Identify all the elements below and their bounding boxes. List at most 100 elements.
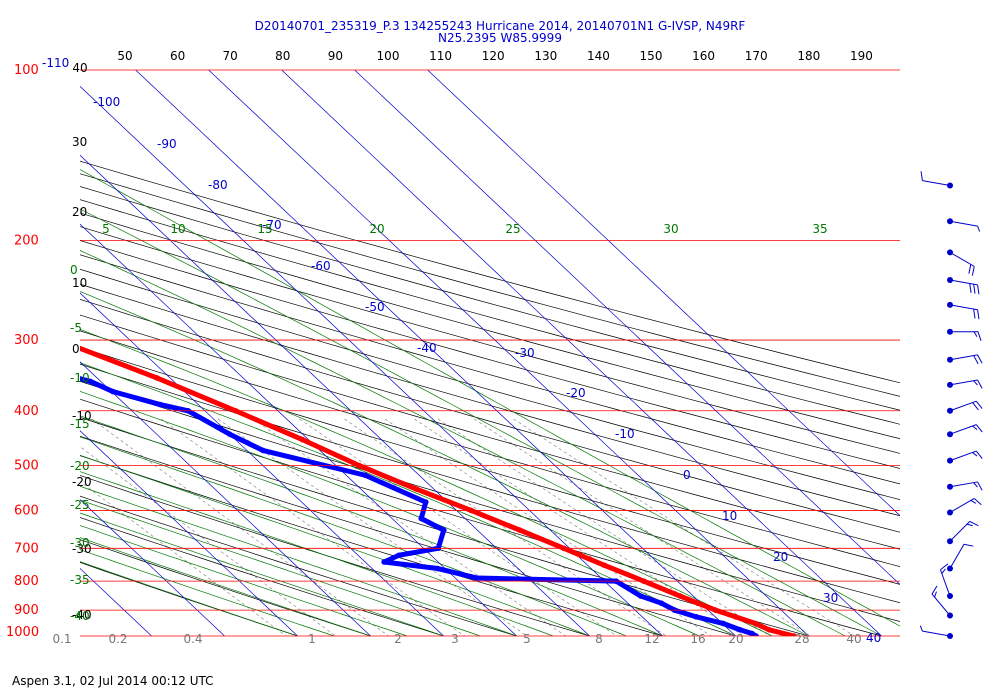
mixing-ratio-label: 40 <box>846 632 861 646</box>
temperature-segment <box>712 607 739 620</box>
dry-adiabat-line <box>80 240 900 469</box>
temperature-segment <box>356 463 419 492</box>
temperature-point <box>56 337 62 343</box>
temperature-point <box>752 620 758 627</box>
wind-barb <box>947 400 983 414</box>
mixing-ratio-label: 2 <box>394 632 402 646</box>
wind-barb-flag <box>972 402 979 411</box>
wind-barb <box>947 379 983 389</box>
moist-adiabat-line <box>80 549 335 636</box>
wind-barb <box>919 625 953 639</box>
chart-title: D20140701_235319_P.3 134255243 Hurricane… <box>160 20 840 44</box>
wind-barb-flag <box>971 266 975 276</box>
top-tick-label: 110 <box>429 49 452 63</box>
dewpoint-segment <box>260 447 368 478</box>
isotherm-line <box>135 70 736 636</box>
wind-barb-staff <box>949 354 978 361</box>
dewpoint-point <box>226 431 233 437</box>
moist-adiabat-label: 10 <box>170 222 185 236</box>
dewpoint-point <box>440 527 447 533</box>
wind-barb-flag <box>977 284 980 295</box>
wind-barb-flag <box>975 424 983 433</box>
dewpoint-point <box>32 364 38 370</box>
mixing-ratio-label: 0.1 <box>52 632 71 646</box>
moist-adiabat-line <box>80 250 846 636</box>
isotherm-label: -40 <box>417 341 437 355</box>
pressure-tick-label: 300 <box>14 333 39 348</box>
wind-barb <box>947 520 979 545</box>
temperature-segment <box>413 486 474 513</box>
isotherm-label: 0 <box>683 468 691 482</box>
dewpoint-segment <box>0 356 35 367</box>
wind-barb <box>947 354 983 365</box>
theta-tick-label: -20 <box>72 475 92 489</box>
wind-barb-staff <box>949 481 978 488</box>
moist-adiabat-line <box>80 329 773 636</box>
top-tick-label: 150 <box>640 49 663 63</box>
moist-adiabat-left-label: -10 <box>70 371 90 385</box>
pressure-tick-label: 200 <box>14 233 39 248</box>
wind-barb-flag <box>975 450 983 459</box>
mixing-ratio-line <box>474 418 811 636</box>
temperature-point <box>791 633 797 636</box>
dewpoint-point <box>260 447 266 454</box>
dry-adiabat-line <box>80 186 900 411</box>
temperature-segment <box>733 614 758 626</box>
top-tick-label: 60 <box>170 49 185 63</box>
pressure-tick-label: 400 <box>14 404 39 419</box>
wind-barb-flag <box>920 171 923 181</box>
wind-barb-flag <box>973 482 978 488</box>
pressure-tick-label: 800 <box>14 574 39 589</box>
dry-adiabat-line <box>80 455 663 636</box>
mixing-ratio-line <box>344 418 667 636</box>
wind-barb-flag <box>973 331 978 337</box>
top-tick-label: 120 <box>482 49 505 63</box>
isotherm-label: 20 <box>773 550 788 564</box>
mixing-ratio-label: 0.4 <box>183 632 202 646</box>
wind-barb-flag <box>972 425 978 431</box>
dry-adiabat-line <box>80 283 900 517</box>
isotherm-label: 10 <box>722 509 737 523</box>
dry-adiabat-line <box>80 268 900 500</box>
top-altitude-label: -110 <box>42 56 69 70</box>
temperature-point <box>299 436 306 443</box>
dry-adiabat-line <box>80 562 298 636</box>
moist-adiabat-label: 30 <box>663 222 678 236</box>
wind-barb-staff <box>949 279 978 286</box>
wind-barb-staff <box>922 180 951 187</box>
dry-adiabat-line <box>80 381 900 622</box>
dewpoint-point <box>737 626 743 633</box>
dewpoint-segment <box>157 402 191 414</box>
wind-barb-flag <box>973 498 982 506</box>
wind-barb-flag <box>977 379 983 389</box>
wind-barb-staff <box>949 251 975 267</box>
theta-tick-label: -30 <box>72 542 92 556</box>
dry-adiabat-line <box>80 435 736 636</box>
dewpoint-segment <box>88 378 116 395</box>
theta-tick-label: -40 <box>72 608 92 622</box>
isotherm-line <box>354 70 900 585</box>
moist-adiabat-left-label: -35 <box>70 573 90 587</box>
temperature-segment <box>154 375 239 414</box>
dry-adiabat-line <box>80 212 900 440</box>
wind-barb-flag <box>972 452 978 457</box>
isotherm-line <box>80 292 444 636</box>
moist-adiabat-line <box>80 485 517 636</box>
mixing-ratio-label: 3 <box>451 632 459 646</box>
temperature-point <box>732 614 739 620</box>
mixing-ratio-label: 12 <box>644 632 659 646</box>
dewpoint-segment <box>185 408 233 437</box>
isotherm-line <box>427 70 900 517</box>
mixing-ratio-label: 0.2 <box>108 632 127 646</box>
wind-barb-flag <box>963 543 974 547</box>
dewpoint-segment <box>435 527 447 551</box>
footer-text: Aspen 3.1, 02 Jul 2014 00:12 UTC <box>12 674 214 688</box>
temperature-segment <box>561 545 607 568</box>
wind-barb-flag <box>941 568 946 574</box>
isotherm-label: -10 <box>615 427 635 441</box>
top-tick-label: 130 <box>534 49 557 63</box>
temperature-segment <box>0 295 5 318</box>
wind-barb-flag <box>975 400 983 409</box>
wind-barb-flag <box>977 481 983 491</box>
isotherm-label: -100 <box>93 95 120 109</box>
